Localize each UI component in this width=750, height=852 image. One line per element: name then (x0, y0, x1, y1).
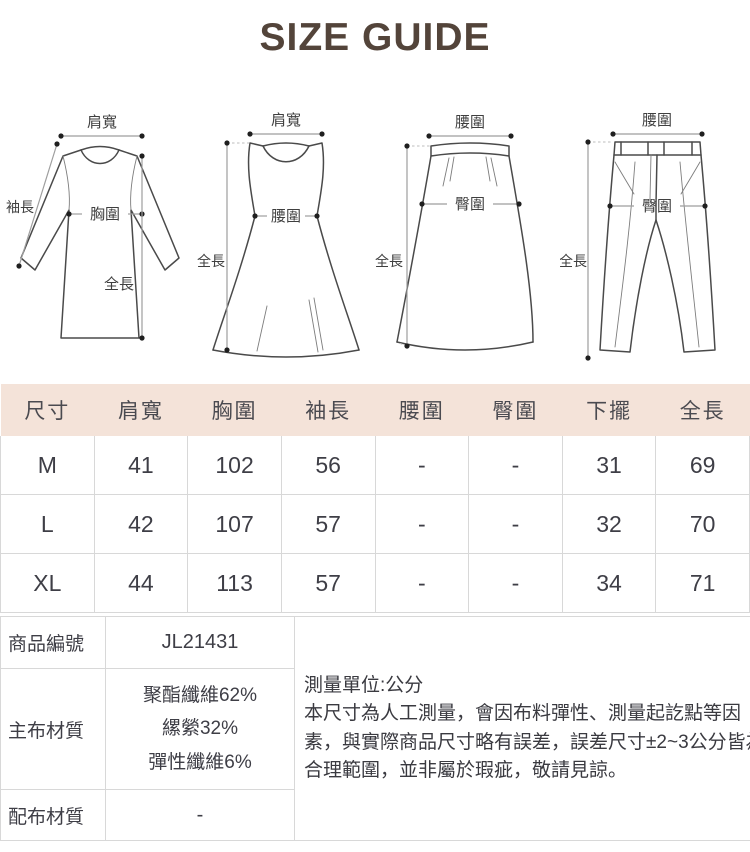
size-cell: - (375, 554, 469, 613)
label-total-length: 全長 (197, 253, 225, 269)
garment-diagrams: 肩寬 袖長 胸圍 全長 肩寬 腰圍 全長 (0, 110, 750, 368)
page-title: SIZE GUIDE (0, 16, 750, 60)
size-col-header: 胸圍 (188, 384, 282, 436)
label-hip: 臀圍 (455, 196, 485, 213)
size-cell: 107 (188, 495, 282, 554)
size-cell: 41 (94, 436, 188, 495)
size-cell: 56 (281, 436, 375, 495)
size-cell: 71 (656, 554, 750, 613)
main-fabric-value: 聚酯纖維62% 縲縈32% 彈性纖維6% (106, 669, 295, 790)
size-col-header: 下擺 (562, 384, 656, 436)
label-sleeve-length: 袖長 (6, 199, 34, 215)
size-col-header: 肩寬 (94, 384, 188, 436)
size-cell: M (1, 436, 95, 495)
size-cell: 44 (94, 554, 188, 613)
size-table-header-row: 尺寸 肩寬 胸圍 袖長 腰圍 臀圍 下擺 全長 (1, 384, 750, 436)
label-total-length: 全長 (560, 253, 587, 269)
size-cell: XL (1, 554, 95, 613)
size-row-l: L 42 107 57 - - 32 70 (1, 495, 750, 554)
size-cell: 57 (281, 495, 375, 554)
sub-fabric-label: 配布材質 (1, 790, 106, 841)
size-cell: 32 (562, 495, 656, 554)
label-waist: 腰圍 (642, 112, 672, 129)
product-info-table: 商品編號 JL21431 測量單位:公分 本尺寸為人工測量，會因布料彈性、測量起… (0, 616, 750, 841)
label-shoulder-width: 肩寬 (87, 113, 117, 131)
size-cell: - (469, 495, 563, 554)
size-col-header: 全長 (656, 384, 750, 436)
size-table: 尺寸 肩寬 胸圍 袖長 腰圍 臀圍 下擺 全長 M 41 102 56 - - … (0, 384, 750, 613)
size-col-header: 袖長 (281, 384, 375, 436)
measure-unit-note: 測量單位:公分 (304, 672, 750, 701)
top-garment-diagram: 肩寬 袖長 胸圍 全長 (5, 110, 195, 368)
size-cell: 34 (562, 554, 656, 613)
dress-garment-diagram: 肩寬 腰圍 全長 (197, 110, 372, 368)
pants-garment-diagram: 腰圍 臀圍 全長 (560, 110, 745, 368)
measurement-disclaimer: 本尺寸為人工測量，會因布料彈性、測量起訖點等因素，與實際商品尺寸略有誤差，誤差尺… (304, 700, 750, 786)
size-cell: - (469, 554, 563, 613)
size-cell: 57 (281, 554, 375, 613)
label-bust: 胸圍 (90, 206, 120, 223)
label-shoulder-width: 肩寬 (271, 111, 301, 129)
size-col-header: 臀圍 (469, 384, 563, 436)
product-code-label: 商品編號 (1, 617, 106, 669)
skirt-garment-diagram: 腰圍 臀圍 全長 (373, 110, 558, 368)
size-cell: 70 (656, 495, 750, 554)
size-row-m: M 41 102 56 - - 31 69 (1, 436, 750, 495)
label-waist: 腰圍 (271, 208, 301, 225)
material-line: 縲縈32% (107, 712, 293, 745)
size-cell: 113 (188, 554, 282, 613)
size-cell: 69 (656, 436, 750, 495)
size-cell: - (469, 436, 563, 495)
measurement-notes: 測量單位:公分 本尺寸為人工測量，會因布料彈性、測量起訖點等因素，與實際商品尺寸… (295, 617, 750, 841)
size-row-xl: XL 44 113 57 - - 34 71 (1, 554, 750, 613)
product-code-row: 商品編號 JL21431 測量單位:公分 本尺寸為人工測量，會因布料彈性、測量起… (1, 617, 750, 669)
label-hip: 臀圍 (642, 198, 672, 215)
size-cell: 102 (188, 436, 282, 495)
size-cell: - (375, 495, 469, 554)
size-cell: 42 (94, 495, 188, 554)
material-line: 聚酯纖維62% (107, 679, 293, 712)
size-cell: 31 (562, 436, 656, 495)
label-total-length: 全長 (104, 275, 134, 293)
material-line: 彈性纖維6% (107, 746, 293, 779)
sub-fabric-value: - (106, 790, 295, 841)
label-waist: 腰圍 (455, 114, 485, 131)
size-cell: - (375, 436, 469, 495)
product-code-value: JL21431 (106, 617, 295, 669)
size-col-header: 腰圍 (375, 384, 469, 436)
label-total-length: 全長 (375, 253, 403, 269)
size-cell: L (1, 495, 95, 554)
size-col-header: 尺寸 (1, 384, 95, 436)
main-fabric-label: 主布材質 (1, 669, 106, 790)
